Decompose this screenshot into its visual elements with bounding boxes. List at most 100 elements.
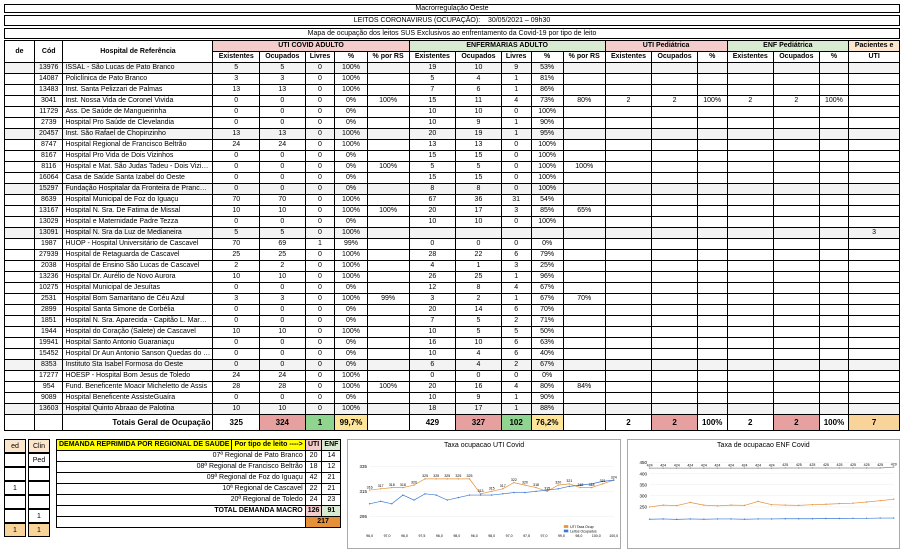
hospital-name: HOESP - Hospital Bom Jesus de Toledo — [63, 371, 213, 382]
svg-text:315: 315 — [360, 489, 368, 494]
col-enf-adult: ENFERMARIAS ADULTO — [409, 41, 605, 52]
svg-text:424: 424 — [755, 463, 761, 467]
svg-text:320: 320 — [522, 480, 528, 484]
table-row: 14087Policlínica de Pato Branco330100%54… — [5, 74, 900, 85]
utip-pct: % — [697, 52, 727, 63]
svg-text:315: 315 — [489, 487, 495, 491]
svg-text:96,0: 96,0 — [436, 534, 443, 538]
svg-text:100,0: 100,0 — [592, 534, 601, 538]
table-row: 8353Instituto Sta Isabel Formosa do Oest… — [5, 360, 900, 371]
enf-ocup: Ocupados — [456, 52, 502, 63]
svg-text:425: 425 — [836, 463, 842, 467]
hospital-name: Hospital N. Sra. Aparecida - Capitão L. … — [63, 316, 213, 327]
svg-text:400: 400 — [639, 471, 647, 476]
demand-row: 20ª Regional de Toledo2423 — [57, 495, 341, 506]
svg-text:350: 350 — [639, 482, 647, 487]
uti-exist: Existentes — [213, 52, 260, 63]
demand-row: 07ª Regional de Pato Branco2014 — [57, 451, 341, 462]
hospital-name: Policlínica de Pato Branco — [63, 74, 213, 85]
table-row: 13029Hospital e Maternidade Padre Tezza0… — [5, 217, 900, 228]
demand-head-uti: UTI — [305, 440, 322, 451]
svg-text:325: 325 — [434, 474, 440, 478]
svg-text:321: 321 — [600, 479, 606, 483]
svg-text:425: 425 — [823, 463, 829, 467]
macroregion-header: Macrorregulação Oeste — [4, 4, 900, 13]
hospital-name: Hospital Bom Samaritano de Céu Azul — [63, 294, 213, 305]
table-row: 8116Hospital e Mat. São Judas Tadeu - Do… — [5, 162, 900, 173]
table-row: 2038Hospital de Ensino São Lucas de Casc… — [5, 261, 900, 272]
totals-row: Totais Geral de Ocupação 325 324 1 99,7%… — [5, 415, 900, 431]
totals-label: Totais Geral de Ocupação — [63, 415, 213, 431]
svg-text:320: 320 — [411, 480, 417, 484]
title-bar: LEITOS CORONAVIRUS (OCUPAÇÃO): 30/05/202… — [4, 15, 900, 26]
table-row: 13091Hospital N. Sra da Luz de Medianeir… — [5, 228, 900, 239]
table-row: 9089Hospital Beneficente AssisteGuaíra00… — [5, 393, 900, 404]
subtitle: Mapa de ocupação dos leitos SUS Exclusiv… — [4, 28, 900, 39]
chart-enf-title: Taxa de ocupacao ENF Covid — [717, 442, 810, 449]
svg-text:318: 318 — [400, 483, 406, 487]
uti-ocup: Ocupados — [260, 52, 306, 63]
enf-exist: Existentes — [409, 52, 456, 63]
tot-utip-ocup: 2 — [652, 415, 698, 431]
demand-tipo: Por tipo de leito ----> — [232, 440, 305, 451]
table-row: 2739Hospital Pro Saúde de Clevelandia000… — [5, 118, 900, 129]
col-de: de — [5, 41, 35, 63]
hospital-name: Hospital Quinto Abraao de Palotina — [63, 404, 213, 415]
tot-enfp-ocup: 2 — [774, 415, 820, 431]
svg-text:325: 325 — [467, 474, 473, 478]
svg-text:315: 315 — [545, 487, 551, 491]
col-uti-adult: UTI COVID ADULTO — [213, 41, 409, 52]
svg-text:325: 325 — [456, 474, 462, 478]
svg-text:322: 322 — [511, 478, 517, 482]
svg-text:Leitos Ocupados: Leitos Ocupados — [570, 529, 597, 533]
svg-text:424: 424 — [728, 463, 734, 467]
svg-text:96,0: 96,0 — [401, 534, 408, 538]
utip-exist: Existentes — [605, 52, 652, 63]
occupancy-table: de Cód Hospital de Referência UTI COVID … — [4, 40, 900, 431]
table-row: 10275Hospital Municipal de Jesuítas0000%… — [5, 283, 900, 294]
table-row: 1987HUOP - Hospital Universitário de Cas… — [5, 239, 900, 250]
demand-grand: 217 — [305, 517, 341, 528]
svg-text:97,0: 97,0 — [541, 534, 548, 538]
mini-total-left: 1 — [4, 523, 26, 537]
svg-text:318: 318 — [389, 483, 395, 487]
svg-text:424: 424 — [673, 463, 679, 467]
svg-text:UTI Taxa Ocup: UTI Taxa Ocup — [570, 525, 594, 529]
table-row: 2531Hospital Bom Samaritano de Céu Azul3… — [5, 294, 900, 305]
table-row: 20457Inst. São Rafael de Chopinzinho1313… — [5, 129, 900, 140]
svg-text:313: 313 — [478, 489, 484, 493]
table-row: 16064Casa de Saúde Santa Izabel do Oeste… — [5, 173, 900, 184]
hospital-name: Hospital Dr Aun Antonio Sanson Quedas do… — [63, 349, 213, 360]
table-row: 8747Hospital Regional de Francisco Beltr… — [5, 140, 900, 151]
hospital-name: Hospital Municipal de Jesuítas — [63, 283, 213, 294]
tot-enf-exist: 429 — [409, 415, 456, 431]
svg-text:317: 317 — [500, 484, 506, 488]
svg-text:425: 425 — [863, 463, 869, 467]
svg-text:300: 300 — [639, 494, 647, 499]
hospital-name: Casa de Saúde Santa Izabel do Oeste — [63, 173, 213, 184]
enf-pctrs: % por RS — [563, 52, 605, 63]
svg-text:295: 295 — [360, 514, 368, 519]
title-text: LEITOS CORONAVIRUS (OCUPAÇÃO): — [354, 17, 480, 24]
col-uti-ped: UTI Pediátrica — [605, 41, 727, 52]
svg-text:424: 424 — [646, 463, 652, 467]
hospital-name: Hospital Dr. Aurélio de Novo Aurora — [63, 272, 213, 283]
hospital-name: Hospital de Retaguarda de Cascavel — [63, 250, 213, 261]
svg-text:98,0: 98,0 — [576, 534, 583, 538]
hospital-name: Inst. São Rafael de Chopinzinho — [63, 129, 213, 140]
svg-text:429: 429 — [890, 462, 896, 466]
hospital-name: Hospital Santo Antonio Guaraniaçu — [63, 338, 213, 349]
table-row: 3041Inst. Nossa Vida de Coronel Vivida00… — [5, 96, 900, 107]
svg-text:424: 424 — [701, 463, 707, 467]
svg-text:325: 325 — [423, 474, 429, 478]
svg-text:324: 324 — [611, 475, 617, 479]
table-row: 13236Hospital Dr. Aurélio de Novo Aurora… — [5, 272, 900, 283]
svg-text:425: 425 — [877, 463, 883, 467]
demand-title: DEMANDA REPRIMIDA POR REGIONAL DE SAÚDE — [57, 440, 232, 451]
col-enf-ped: ENF Pediátrica — [727, 41, 849, 52]
hospital-name: Hospital e Maternidade Padre Tezza — [63, 217, 213, 228]
table-row: 17277HOESP - Hospital Bom Jesus de Toled… — [5, 371, 900, 382]
macroregion-text: Macrorregulação Oeste — [5, 5, 899, 12]
demand-total-enf: 91 — [322, 506, 341, 517]
svg-text:424: 424 — [714, 463, 720, 467]
